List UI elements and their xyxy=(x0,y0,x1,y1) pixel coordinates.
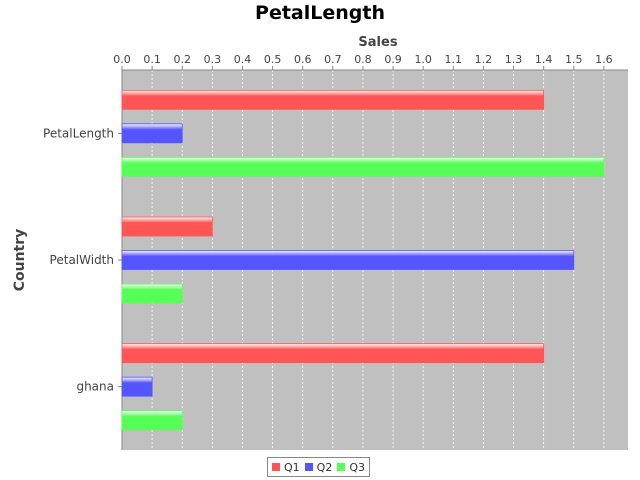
x-tick-label: 0.6 xyxy=(294,53,312,66)
x-tick-label: 1.5 xyxy=(565,53,583,66)
x-tick-label: 1.3 xyxy=(505,53,523,66)
bar-q2 xyxy=(121,250,575,270)
y-axis-title: Country xyxy=(12,229,28,292)
x-tick-label: 0.4 xyxy=(234,53,252,66)
bar-q1 xyxy=(121,343,545,364)
bar-q3 xyxy=(121,283,183,304)
x-tick-label: 0.2 xyxy=(173,53,191,66)
chart-title: PetalLength xyxy=(255,2,385,24)
category-label: PetalWidth xyxy=(50,253,114,267)
legend-label-q1: Q1 xyxy=(284,460,300,474)
x-tick-label: 0.7 xyxy=(324,53,342,66)
bar-q2 xyxy=(121,123,183,144)
bar-q1 xyxy=(121,89,545,110)
x-tick-label: 0.8 xyxy=(354,53,372,66)
category-label: ghana xyxy=(76,380,114,394)
bar-q3 xyxy=(121,410,183,431)
legend-item-q3: Q3 xyxy=(337,461,365,474)
legend-swatch-q1 xyxy=(272,463,280,471)
legend-swatch-q3 xyxy=(337,463,346,471)
legend-swatch-q2 xyxy=(304,463,313,471)
x-tick-label: 1.1 xyxy=(445,53,463,66)
bar-q1 xyxy=(121,216,213,237)
bar-q3 xyxy=(121,156,605,177)
x-tick-label: 1.0 xyxy=(414,53,432,66)
x-tick-label: 0.9 xyxy=(384,53,402,66)
legend-item-q1: Q1 xyxy=(272,461,300,474)
x-tick-label: 0.1 xyxy=(143,53,161,66)
x-axis-title: Sales xyxy=(358,35,397,50)
legend-label-q2: Q2 xyxy=(316,460,333,474)
legend-item-q2: Q2 xyxy=(304,460,333,474)
x-tick-label: 0.3 xyxy=(204,53,222,66)
x-tick-label: 1.2 xyxy=(475,53,493,66)
x-tick-label: 0.5 xyxy=(264,53,282,66)
bar-q2 xyxy=(121,376,153,397)
x-tick-label: 1.4 xyxy=(535,53,553,66)
category-label: PetalLength xyxy=(43,126,114,140)
legend-label-q3: Q3 xyxy=(349,460,366,474)
legend: Q1 Q2 Q3 xyxy=(267,457,371,477)
x-tick-label: 1.6 xyxy=(595,53,613,66)
x-tick-label: 0.0 xyxy=(113,53,131,66)
